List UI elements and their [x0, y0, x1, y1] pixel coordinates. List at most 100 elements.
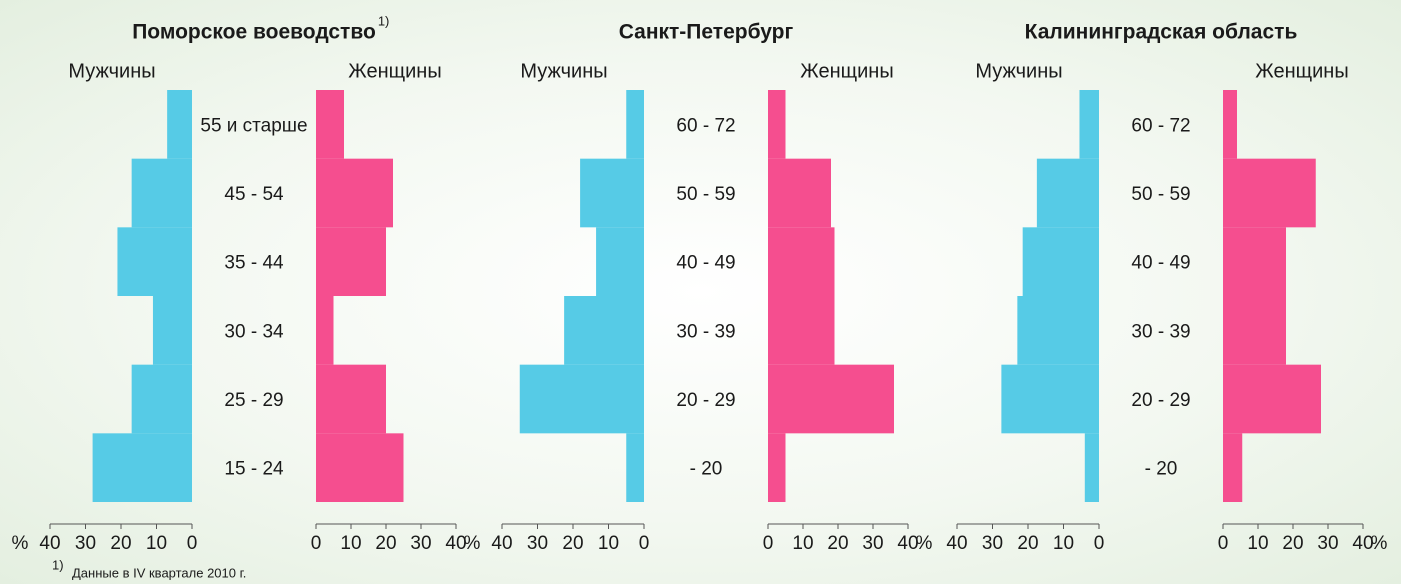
- bar-female: [316, 433, 404, 502]
- x-tick-label: 10: [792, 533, 813, 554]
- category-label: 60 - 72: [1131, 115, 1190, 136]
- bar-male: [580, 158, 644, 228]
- bar-female: [316, 296, 334, 365]
- bar-female: [768, 296, 835, 365]
- x-axis-unit: %: [12, 533, 29, 554]
- category-label: 25 - 29: [224, 390, 283, 411]
- bar-male: [92, 433, 192, 502]
- legend-female: Женщины: [348, 60, 441, 82]
- category-label: 50 - 59: [676, 184, 735, 205]
- bar-female: [1223, 364, 1321, 434]
- legend-male: Мужчины: [68, 60, 155, 82]
- bar-female: [1223, 158, 1316, 228]
- x-tick-label: 40: [445, 533, 466, 554]
- bar-male: [626, 433, 644, 502]
- x-tick-label: 10: [146, 533, 167, 554]
- legend-female: Женщины: [800, 60, 893, 82]
- legend-male: Мужчины: [975, 60, 1062, 82]
- x-tick-label: 20: [375, 533, 396, 554]
- bar-female: [1223, 433, 1243, 502]
- category-label: 45 - 54: [224, 184, 284, 205]
- bar-female: [768, 90, 786, 159]
- bar-male: [1001, 364, 1099, 434]
- category-label: 15 - 24: [224, 459, 284, 480]
- bar-male: [152, 296, 192, 365]
- x-tick-label: 10: [598, 533, 619, 554]
- x-tick-label: 40: [946, 533, 967, 554]
- x-tick-label: 30: [410, 533, 431, 554]
- legend-male: Мужчины: [520, 60, 607, 82]
- bar-male: [596, 227, 644, 296]
- category-label: 35 - 44: [224, 253, 284, 274]
- x-tick-label: 0: [1218, 533, 1229, 554]
- category-label: 20 - 29: [1131, 390, 1190, 411]
- x-tick-label: 30: [75, 533, 96, 554]
- bar-male: [1079, 90, 1099, 159]
- x-tick-label: 30: [862, 533, 883, 554]
- bar-female: [316, 90, 344, 159]
- x-axis-unit: %: [464, 533, 481, 554]
- category-label: 40 - 49: [676, 253, 735, 274]
- x-tick-label: 10: [1053, 533, 1074, 554]
- category-label: 60 - 72: [676, 115, 735, 136]
- bar-male: [1017, 296, 1099, 365]
- x-tick-label: 30: [527, 533, 548, 554]
- x-tick-label: 10: [340, 533, 361, 554]
- bar-female: [1223, 227, 1286, 296]
- footnote-marker: 1): [52, 557, 64, 572]
- x-tick-label: 30: [982, 533, 1003, 554]
- chart-title: Санкт-Петербург: [619, 21, 794, 44]
- x-tick-label: 0: [639, 533, 650, 554]
- x-tick-label: 0: [763, 533, 774, 554]
- category-label: 50 - 59: [1131, 184, 1190, 205]
- bar-female: [768, 158, 831, 228]
- x-tick-label: 30: [1317, 533, 1338, 554]
- x-axis-unit: %: [916, 533, 933, 554]
- footnote-text: Данные в IV квартале 2010 г.: [72, 565, 246, 580]
- category-label: - 20: [690, 459, 723, 480]
- bar-male: [1022, 227, 1099, 296]
- category-label: 20 - 29: [676, 390, 735, 411]
- x-tick-label: 20: [1017, 533, 1038, 554]
- bar-female: [316, 364, 386, 434]
- x-tick-label: 40: [897, 533, 918, 554]
- x-tick-label: 20: [110, 533, 131, 554]
- x-tick-label: 20: [827, 533, 848, 554]
- bar-female: [768, 227, 835, 296]
- bar-female: [1223, 90, 1237, 159]
- bar-male: [131, 364, 192, 434]
- bar-male: [167, 90, 192, 159]
- bar-male: [564, 296, 644, 365]
- x-tick-label: 20: [1282, 533, 1303, 554]
- x-tick-label: 0: [1094, 533, 1105, 554]
- bar-male: [131, 158, 192, 228]
- bar-male: [519, 364, 644, 434]
- chart-title: Калининградская область: [1025, 21, 1298, 44]
- x-tick-label: 40: [1352, 533, 1373, 554]
- bar-female: [768, 433, 786, 502]
- bar-male: [1084, 433, 1099, 502]
- chart-title: Поморское воеводство: [132, 21, 376, 44]
- category-label: 55 и старше: [200, 115, 307, 136]
- bar-male: [626, 90, 644, 159]
- bar-female: [316, 227, 386, 296]
- x-tick-label: 0: [187, 533, 198, 554]
- bar-male: [1036, 158, 1099, 228]
- category-label: - 20: [1145, 459, 1178, 480]
- x-tick-label: 0: [311, 533, 322, 554]
- category-label: 30 - 34: [224, 321, 284, 342]
- legend-female: Женщины: [1255, 60, 1348, 82]
- x-tick-label: 20: [562, 533, 583, 554]
- bar-female: [1223, 296, 1286, 365]
- bar-male: [117, 227, 192, 296]
- category-label: 30 - 39: [676, 321, 735, 342]
- bar-female: [768, 364, 894, 434]
- category-label: 30 - 39: [1131, 321, 1190, 342]
- x-tick-label: 40: [39, 533, 60, 554]
- category-label: 40 - 49: [1131, 253, 1190, 274]
- x-axis-unit: %: [1371, 533, 1388, 554]
- bar-female: [316, 158, 393, 228]
- x-tick-label: 40: [491, 533, 512, 554]
- title-note: 1): [378, 13, 390, 28]
